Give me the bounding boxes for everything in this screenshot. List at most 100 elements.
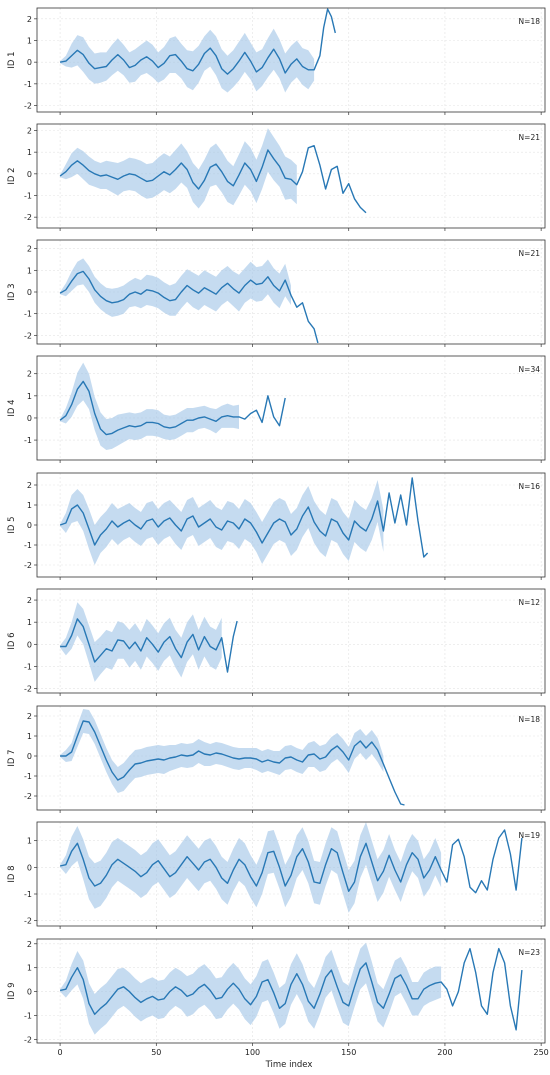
y-tick-label: 1 (27, 964, 32, 973)
y-tick-label: -2 (24, 213, 32, 222)
y-tick-label: 1 (27, 618, 32, 627)
y-tick-label: -1 (24, 541, 32, 550)
y-axis-label: ID 8 (7, 865, 17, 882)
y-tick-label: 2 (27, 481, 32, 490)
y-tick-label: 2 (27, 15, 32, 24)
y-tick-label: 1 (27, 837, 32, 846)
y-axis-label: ID 2 (7, 167, 17, 184)
confidence-band (60, 602, 222, 682)
panel-1: -2 -1 0 1 2 ID 1 N=18 (7, 7, 546, 115)
x-tick-label: 0 (58, 1048, 63, 1057)
axes-frame (36, 821, 546, 927)
confidence-band (60, 362, 239, 450)
y-tick-label: -1 (24, 662, 32, 671)
y-tick-label: -1 (24, 890, 32, 899)
sample-size-annotation: N=21 (519, 249, 541, 258)
axes-frame (36, 123, 546, 229)
y-tick-label: 1 (27, 392, 32, 401)
y-tick-label: 0 (27, 521, 32, 530)
sample-size-annotation: N=19 (519, 831, 541, 840)
series-line (60, 618, 238, 673)
series-line (59, 829, 523, 894)
y-tick-label: -2 (24, 331, 32, 340)
y-tick-label: 2 (27, 245, 32, 254)
confidence-band (60, 822, 442, 913)
axes-frame (36, 7, 546, 113)
sample-size-annotation: N=18 (519, 715, 541, 724)
sample-size-annotation: N=18 (519, 17, 541, 26)
sample-size-annotation: N=34 (519, 365, 541, 374)
y-tick-label: -2 (24, 685, 32, 694)
series-line (59, 947, 523, 1031)
x-tick-label: 250 (534, 1048, 549, 1057)
y-tick-label: 0 (27, 863, 32, 872)
y-tick-label: 2 (27, 940, 32, 949)
confidence-band (60, 128, 297, 209)
x-axis-label: Time index (265, 1060, 313, 1070)
y-tick-label: -2 (24, 917, 32, 926)
y-tick-label: 0 (27, 170, 32, 179)
y-tick-label: 0 (27, 288, 32, 297)
confidence-band (60, 942, 442, 1035)
y-tick-label: 2 (27, 596, 32, 605)
y-axis-label: ID 3 (7, 283, 17, 300)
y-tick-label: -1 (24, 310, 32, 319)
y-tick-label: 0 (27, 752, 32, 761)
y-axis-label: ID 5 (7, 516, 17, 533)
y-tick-label: 1 (27, 148, 32, 157)
axes-frame (36, 355, 546, 461)
sample-size-annotation: N=21 (519, 133, 541, 142)
series-line (59, 477, 429, 558)
axes-frame (36, 588, 546, 694)
axes-frame (36, 705, 546, 811)
x-tick-label: 200 (437, 1048, 452, 1057)
panel-2: -2 -1 0 1 2 ID 2 N=21 (7, 123, 546, 231)
confidence-band (60, 709, 384, 793)
panel-5: -2 -1 0 1 2 ID 5 N=16 (7, 472, 546, 580)
panel-7: -2 -1 0 1 2 ID 7 N=18 (7, 705, 546, 813)
series-line (59, 380, 286, 436)
sample-size-annotation: N=12 (519, 598, 541, 607)
y-axis-label: ID 4 (7, 399, 17, 416)
y-tick-label: 1 (27, 732, 32, 741)
series-line (59, 8, 336, 75)
y-tick-label: 1 (27, 266, 32, 275)
y-tick-label: -2 (24, 792, 32, 801)
panel-3: -2 -1 0 1 2 ID 3 N=21 (7, 239, 546, 347)
x-tick-label: 150 (341, 1048, 356, 1057)
sample-size-annotation: N=16 (519, 482, 541, 491)
series-line (60, 720, 405, 806)
y-tick-label: -1 (24, 192, 32, 201)
y-tick-label: -1 (24, 772, 32, 781)
panel-6: -2 -1 0 1 2 ID 6 N=12 (7, 588, 546, 696)
panel-4: -1 0 1 2 ID 4 N=34 (7, 355, 546, 463)
y-tick-label: 1 (27, 37, 32, 46)
y-tick-label: -1 (24, 1012, 32, 1021)
axes-frame (36, 938, 546, 1044)
series-line (59, 270, 319, 344)
y-tick-label: 0 (27, 640, 32, 649)
y-tick-label: 1 (27, 501, 32, 510)
y-tick-label: 0 (27, 988, 32, 997)
x-tick-label: 50 (151, 1048, 161, 1057)
y-tick-label: -2 (24, 561, 32, 570)
x-tick-label: 100 (245, 1048, 260, 1057)
y-axis-label: ID 7 (7, 749, 17, 766)
confidence-band (60, 28, 315, 93)
panel-8: -2 -1 0 1 ID 8 N=19 (7, 821, 546, 929)
y-axis-label: ID 9 (7, 982, 17, 999)
y-tick-label: 0 (27, 58, 32, 67)
y-tick-label: 0 (27, 414, 32, 423)
y-axis-label: ID 6 (7, 632, 17, 649)
confidence-band (60, 480, 384, 565)
confidence-band (60, 258, 291, 317)
y-tick-label: -2 (24, 102, 32, 111)
y-tick-label: -1 (24, 80, 32, 89)
y-tick-label: -1 (24, 436, 32, 445)
y-axis-label: ID 1 (7, 51, 17, 68)
panel-9: -2 -1 0 1 2 ID 9 N=23 0 50 100 150 200 250 Time index (7, 938, 549, 1070)
y-tick-label: 2 (27, 127, 32, 136)
sample-size-annotation: N=23 (519, 948, 541, 957)
y-tick-label: 2 (27, 712, 32, 721)
